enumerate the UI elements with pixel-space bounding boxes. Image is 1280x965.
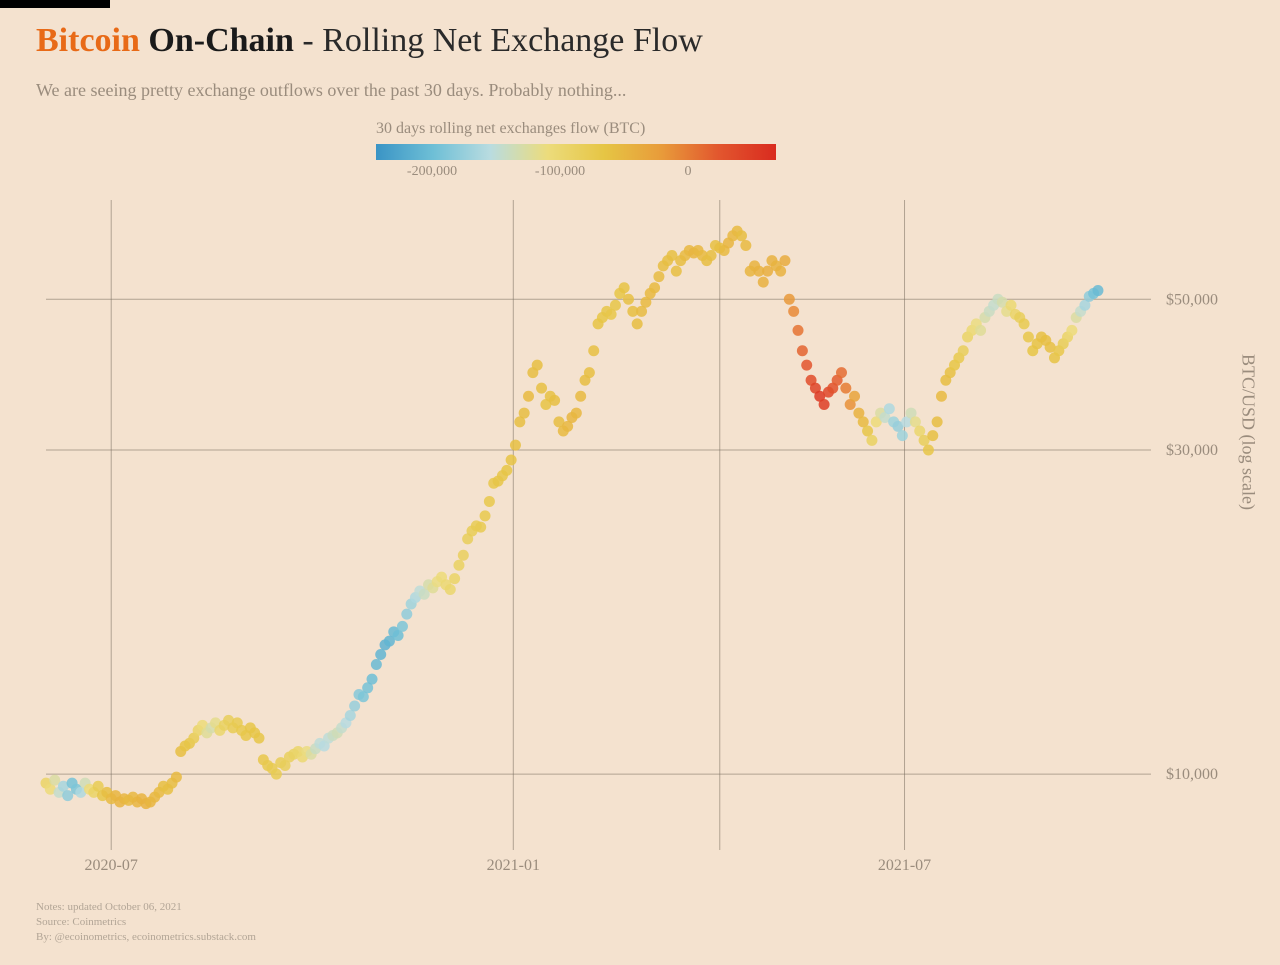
title-accent: Bitcoin	[36, 22, 140, 59]
data-point	[797, 345, 808, 356]
footer-notes: Notes: updated October 06, 2021 Source: …	[36, 900, 256, 945]
data-point	[801, 360, 812, 371]
data-point	[736, 230, 747, 241]
color-legend: 30 days rolling net exchanges flow (BTC)…	[376, 120, 776, 184]
data-point	[788, 306, 799, 317]
legend-tick-label: 0	[685, 164, 692, 180]
data-point	[840, 383, 851, 394]
data-point	[779, 255, 790, 266]
data-point	[866, 435, 877, 446]
notes-line2: Source: Coinmetrics	[36, 915, 256, 930]
notes-line3: By: @ecoinometrics, ecoinometrics.substa…	[36, 930, 256, 945]
data-point	[349, 700, 360, 711]
data-point	[532, 360, 543, 371]
data-point	[510, 440, 521, 451]
data-point	[271, 769, 282, 780]
data-point	[793, 325, 804, 336]
data-point	[775, 266, 786, 277]
data-point	[584, 367, 595, 378]
plot-container: 30 days rolling net exchanges flow (BTC)…	[36, 120, 1244, 900]
data-point	[519, 408, 530, 419]
data-point	[1092, 285, 1103, 296]
data-point	[367, 674, 378, 685]
data-point	[623, 294, 634, 305]
data-point	[480, 510, 491, 521]
data-point	[653, 271, 664, 282]
data-point	[506, 455, 517, 466]
data-point	[523, 391, 534, 402]
data-point	[1019, 318, 1030, 329]
scatter-plot: $10,000 $30,000 $50,000 2020-07 2021-01 2021-…	[36, 200, 1244, 900]
data-point	[849, 391, 860, 402]
data-point	[758, 277, 769, 288]
data-point	[345, 710, 356, 721]
data-point	[453, 560, 464, 571]
top-accent-bar	[0, 0, 110, 8]
data-point	[958, 345, 969, 356]
data-point	[671, 266, 682, 277]
data-point	[549, 395, 560, 406]
y-axis-label: BTC/USD (log scale)	[1238, 354, 1259, 510]
chart-title: Bitcoin On-Chain - Rolling Net Exchange …	[36, 22, 703, 60]
legend-tick-label: -100,000	[535, 164, 585, 180]
data-point	[619, 282, 630, 293]
data-point	[536, 383, 547, 394]
data-point	[449, 573, 460, 584]
chart-subtitle: We are seeing pretty exchange outflows o…	[36, 80, 626, 101]
y-tick-label: $30,000	[1166, 442, 1218, 459]
data-point	[784, 294, 795, 305]
data-point	[649, 282, 660, 293]
data-point	[571, 408, 582, 419]
data-point	[632, 318, 643, 329]
data-point	[1066, 325, 1077, 336]
data-point	[1023, 331, 1034, 342]
data-point	[458, 550, 469, 561]
data-point	[923, 445, 934, 456]
data-point	[501, 465, 512, 476]
data-point	[401, 609, 412, 620]
data-point	[819, 399, 830, 410]
data-point	[914, 425, 925, 436]
x-tick-label: 2021-07	[878, 857, 931, 874]
x-tick-label: 2020-07	[85, 857, 138, 874]
data-point	[884, 403, 895, 414]
data-point	[975, 325, 986, 336]
data-point	[475, 522, 486, 533]
data-point	[927, 430, 938, 441]
data-point	[936, 391, 947, 402]
legend-ticks: -200,000 -100,000 0	[376, 164, 776, 184]
title-rest: - Rolling Net Exchange Flow	[294, 22, 703, 59]
data-point	[375, 649, 386, 660]
notes-line1: Notes: updated October 06, 2021	[36, 900, 256, 915]
data-point	[575, 391, 586, 402]
data-point	[932, 416, 943, 427]
data-point	[836, 367, 847, 378]
y-tick-label: $10,000	[1166, 766, 1218, 783]
data-point	[254, 733, 265, 744]
data-point	[610, 300, 621, 311]
legend-title: 30 days rolling net exchanges flow (BTC)	[376, 120, 776, 138]
data-point	[897, 430, 908, 441]
data-point	[740, 240, 751, 251]
data-point	[862, 425, 873, 436]
data-point	[588, 345, 599, 356]
x-tick-label: 2021-01	[487, 857, 540, 874]
data-point	[445, 584, 456, 595]
title-strong: On-Chain	[148, 22, 294, 59]
legend-tick-label: -200,000	[407, 164, 457, 180]
data-point	[397, 621, 408, 632]
data-point	[171, 772, 182, 783]
data-point	[706, 250, 717, 261]
y-tick-label: $50,000	[1166, 291, 1218, 308]
data-point	[484, 496, 495, 507]
legend-gradient-bar	[376, 144, 776, 160]
data-point	[371, 659, 382, 670]
